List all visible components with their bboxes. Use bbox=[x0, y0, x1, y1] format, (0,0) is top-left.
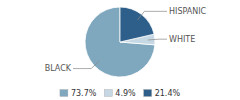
chart: BLACK WHITE HISPANIC 73.7% 4.9% 21.4% bbox=[0, 0, 240, 100]
pie-slice bbox=[120, 7, 154, 42]
leader-line bbox=[137, 11, 167, 20]
legend-swatch bbox=[104, 90, 112, 97]
legend-label: 4.9% bbox=[115, 89, 136, 98]
legend: 73.7% 4.9% 21.4% bbox=[60, 89, 181, 98]
slice-label: HISPANIC bbox=[169, 7, 207, 16]
leader-line bbox=[73, 61, 99, 69]
leader-line bbox=[148, 39, 167, 41]
legend-label: 73.7% bbox=[71, 89, 97, 98]
legend-swatch bbox=[144, 90, 152, 97]
pie-slice bbox=[85, 7, 155, 77]
slice-label: WHITE bbox=[169, 35, 195, 44]
legend-label: 21.4% bbox=[155, 89, 181, 98]
slice-label: BLACK bbox=[45, 64, 72, 73]
slices bbox=[85, 7, 155, 77]
legend-swatch bbox=[60, 90, 68, 97]
annotations: BLACK WHITE HISPANIC bbox=[45, 7, 207, 73]
